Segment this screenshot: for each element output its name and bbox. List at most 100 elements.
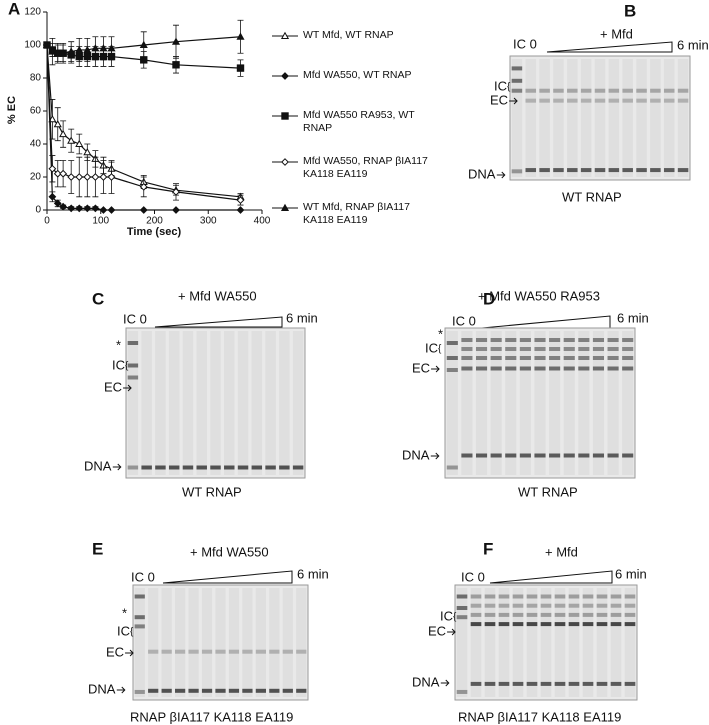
gel-band xyxy=(490,366,502,371)
gel-band xyxy=(512,622,524,627)
gel-band xyxy=(534,347,546,351)
marker xyxy=(99,44,108,52)
marker xyxy=(172,187,180,196)
marker xyxy=(172,206,180,214)
gel-lane xyxy=(475,331,488,475)
gel-lane xyxy=(512,588,524,697)
gel-band xyxy=(210,465,221,470)
gel-lane xyxy=(607,331,619,475)
gel-band xyxy=(554,612,566,617)
gel-band xyxy=(188,688,199,693)
treatment: + Mfd WA550 RA953 xyxy=(478,288,600,303)
bracket: { xyxy=(438,344,442,355)
gel-band xyxy=(155,465,166,470)
marker xyxy=(281,158,289,166)
gel-band xyxy=(568,594,580,599)
gel-band xyxy=(534,453,546,458)
gel-band xyxy=(475,366,488,371)
marker xyxy=(48,47,57,55)
gel-band xyxy=(134,594,145,599)
gel-band xyxy=(461,356,473,360)
gel-band xyxy=(540,622,552,627)
band-label: IC xyxy=(425,340,438,355)
gel-band xyxy=(592,453,605,458)
y-axis-label: % EC xyxy=(6,96,18,124)
gel-band xyxy=(622,347,634,351)
marker xyxy=(67,204,76,213)
gel-band xyxy=(188,649,199,654)
gel-band xyxy=(484,603,496,608)
gel-band xyxy=(470,622,482,627)
gel-band xyxy=(484,594,496,599)
gel-band xyxy=(554,622,566,627)
gel-band xyxy=(578,338,590,342)
gel-lane xyxy=(292,331,304,475)
gel-lane xyxy=(549,331,561,475)
gel-band xyxy=(505,356,517,360)
band-label: EC xyxy=(104,379,122,394)
gel-band xyxy=(568,622,580,627)
gel-lane xyxy=(446,331,458,475)
gel-lane xyxy=(608,59,620,177)
gel-band xyxy=(568,681,580,686)
gel-band xyxy=(484,612,496,617)
gel-band xyxy=(498,612,510,617)
gel-band xyxy=(592,356,605,360)
panel-letter: A xyxy=(8,0,20,18)
gel-band xyxy=(582,612,594,617)
gel-band xyxy=(596,594,608,599)
gel-lane xyxy=(498,588,510,697)
arrow xyxy=(496,171,506,179)
gel-band xyxy=(134,615,145,620)
gel-band xyxy=(456,615,468,620)
band-label: DNA xyxy=(412,674,440,689)
gel-band xyxy=(582,594,594,599)
gel-lane xyxy=(141,331,152,475)
gel-band xyxy=(490,356,502,360)
gel-band xyxy=(563,453,575,458)
band-label: IC xyxy=(117,623,130,638)
band-label: EC xyxy=(412,360,430,375)
y-tick-label: 80 xyxy=(30,73,42,84)
gel-band xyxy=(578,453,590,458)
gel-band xyxy=(582,603,594,608)
gel-band xyxy=(534,366,546,371)
gel-band xyxy=(237,465,249,470)
gel-band xyxy=(269,649,280,654)
gel-band xyxy=(534,356,546,360)
gel-lane xyxy=(677,59,689,177)
marker xyxy=(236,64,245,72)
gel-band xyxy=(549,453,561,458)
legend-label: WT Mfd, WT RNAP xyxy=(303,29,394,41)
marker xyxy=(281,72,289,80)
marker xyxy=(107,206,116,214)
gel-band xyxy=(498,681,510,686)
time-wedge xyxy=(546,41,673,53)
gel-band xyxy=(596,622,608,627)
gel-lane xyxy=(622,331,634,475)
gel-lane xyxy=(161,588,172,697)
marker xyxy=(67,173,76,181)
gel-lane xyxy=(511,59,523,177)
gel-lane xyxy=(251,331,263,475)
marker xyxy=(107,173,116,181)
gel-band xyxy=(215,688,226,693)
gel-band xyxy=(596,681,608,686)
gel-band xyxy=(622,88,633,93)
gel-band xyxy=(470,594,482,599)
marker xyxy=(48,192,57,201)
gel-lane xyxy=(610,588,622,697)
gel-lane xyxy=(134,588,145,697)
gel-band xyxy=(540,603,552,608)
gel-band xyxy=(607,356,619,360)
gel-band xyxy=(296,688,307,693)
gel-lane xyxy=(596,588,608,697)
legend-label: Mfd WA550, WT RNAP xyxy=(303,69,412,81)
gel-band xyxy=(549,347,561,351)
gel-band xyxy=(539,98,550,103)
gel-panels: B IC 0 + Mfd 6 min IC EC DNA WT RNAP C I… xyxy=(84,1,709,724)
gel-band xyxy=(592,347,605,351)
band-label: DNA xyxy=(468,166,496,181)
gel-band xyxy=(622,98,633,103)
gel-band xyxy=(622,338,634,342)
